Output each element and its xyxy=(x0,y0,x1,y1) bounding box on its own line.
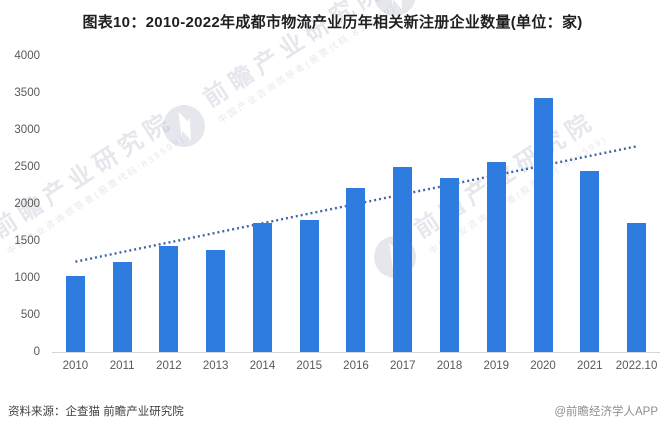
x-tick-label: 2021 xyxy=(577,360,603,372)
bar-2021 xyxy=(580,171,600,352)
bar-cell-2015 xyxy=(286,56,333,352)
y-tick-label: 1000 xyxy=(14,271,40,284)
bar-cell-2013 xyxy=(192,56,239,352)
bar-cell-2018 xyxy=(426,56,473,352)
bar-2015 xyxy=(299,219,319,352)
x-tick-label: 2017 xyxy=(389,360,416,372)
chart-title: 图表10：2010-2022年成都市物流产业历年相关新注册企业数量(单位：家) xyxy=(82,14,583,31)
bar-2017 xyxy=(393,167,413,352)
x-tick-label: 2011 xyxy=(109,360,135,372)
x-axis-labels: 2010 2011 2012 2013 2014 2015 2016 2017 2018 2019… xyxy=(52,360,660,372)
bar-cell-2010 xyxy=(52,56,99,352)
bar-2014 xyxy=(252,222,272,352)
y-tick-label: 2000 xyxy=(14,197,40,210)
bar-2011 xyxy=(112,262,132,352)
bar-cell-2020 xyxy=(520,56,567,352)
x-tick-label: 2018 xyxy=(436,360,463,372)
x-tick-label: 2016 xyxy=(343,360,369,372)
y-tick-label: 1500 xyxy=(14,234,40,247)
y-axis-labels: 0 500 1000 1500 2000 2500 3000 3500 4000 xyxy=(0,50,40,357)
y-tick-label: 3000 xyxy=(14,123,40,136)
bar-2010 xyxy=(65,275,85,352)
bar-cell-2011 xyxy=(99,56,146,352)
bar-2022.10 xyxy=(627,223,647,352)
x-tick-label: 2012 xyxy=(156,360,182,372)
y-tick-label: 3500 xyxy=(14,86,40,99)
x-tick-label: 2015 xyxy=(296,360,322,372)
x-tick-label: 2014 xyxy=(249,360,276,372)
x-tick-label: 2013 xyxy=(202,360,229,372)
x-tick-label: 2020 xyxy=(530,360,556,372)
bar-2018 xyxy=(440,178,459,352)
y-tick-label: 0 xyxy=(33,345,40,358)
x-tick-label: 2010 xyxy=(62,360,89,372)
bar-2016 xyxy=(346,188,366,352)
bar-cell-2022.10 xyxy=(613,56,660,352)
credit-text: @前瞻经济学人APP xyxy=(554,406,658,418)
y-tick-label: 2500 xyxy=(14,160,40,173)
bars-row xyxy=(52,56,660,352)
bar-cell-2016 xyxy=(333,56,380,352)
bar-cell-2017 xyxy=(379,56,426,352)
y-tick-label: 500 xyxy=(20,308,40,321)
bar-2012 xyxy=(159,246,179,352)
bar-2013 xyxy=(206,249,226,352)
bar-cell-2012 xyxy=(146,56,193,352)
x-tick-label: 2022.10 xyxy=(615,360,658,372)
bar-2020 xyxy=(533,98,553,352)
y-tick-label: 4000 xyxy=(14,49,40,62)
source-text: 资料来源：企查猫 前瞻产业研究院 xyxy=(8,406,184,418)
bar-cell-2014 xyxy=(239,56,286,352)
bar-cell-2021 xyxy=(566,56,613,352)
plot-area xyxy=(52,56,660,353)
bar-2019 xyxy=(486,161,506,352)
x-tick-label: 2019 xyxy=(483,360,510,372)
bar-cell-2019 xyxy=(473,56,520,352)
